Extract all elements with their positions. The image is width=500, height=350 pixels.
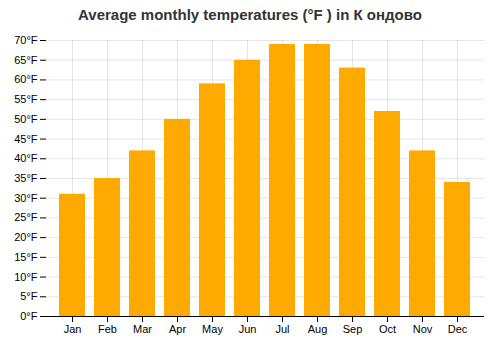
svg-text:10°F: 10°F xyxy=(14,271,38,283)
svg-text:25°F: 25°F xyxy=(14,211,38,223)
svg-text:5°F: 5°F xyxy=(20,290,38,302)
svg-text:Aug: Aug xyxy=(308,323,328,335)
svg-text:20°F: 20°F xyxy=(14,231,38,243)
svg-text:0°F: 0°F xyxy=(20,310,38,322)
svg-text:30°F: 30°F xyxy=(14,192,38,204)
svg-text:Mar: Mar xyxy=(133,323,152,335)
svg-text:Jul: Jul xyxy=(275,323,289,335)
svg-text:55°F: 55°F xyxy=(14,93,38,105)
svg-text:Apr: Apr xyxy=(169,323,186,335)
svg-text:60°F: 60°F xyxy=(14,73,38,85)
svg-text:Sep: Sep xyxy=(343,323,363,335)
svg-text:Dec: Dec xyxy=(448,323,468,335)
svg-text:Oct: Oct xyxy=(379,323,396,335)
svg-text:40°F: 40°F xyxy=(14,152,38,164)
html-text:Average monthly temperatures (: Average monthly temperatures (°F ) in К … xyxy=(78,6,422,23)
svg-text:Jun: Jun xyxy=(239,323,257,335)
svg-text:Nov: Nov xyxy=(413,323,433,335)
svg-text:Feb: Feb xyxy=(98,323,117,335)
svg-text:35°F: 35°F xyxy=(14,172,38,184)
svg-text:May: May xyxy=(202,323,223,335)
svg-text:65°F: 65°F xyxy=(14,54,38,66)
svg-text:15°F: 15°F xyxy=(14,251,38,263)
svg-text:70°F: 70°F xyxy=(14,34,38,46)
svg-text:Jan: Jan xyxy=(64,323,82,335)
svg-text:50°F: 50°F xyxy=(14,113,38,125)
svg-text:45°F: 45°F xyxy=(14,133,38,145)
